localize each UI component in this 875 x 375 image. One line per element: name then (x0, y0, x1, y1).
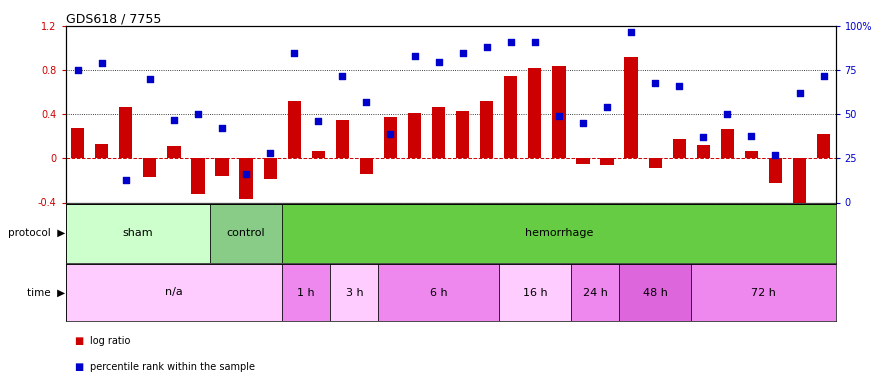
Bar (384, 117, 397, 158)
Point (215, 126, 229, 132)
Bar (408, 113, 421, 158)
Point (745, 132, 759, 138)
Text: control: control (227, 228, 265, 238)
Bar (600, 158, 613, 165)
Point (456, 50, 470, 56)
Text: ■: ■ (74, 336, 84, 346)
Bar (312, 151, 325, 158)
Text: percentile rank within the sample: percentile rank within the sample (90, 362, 256, 372)
Text: time  ▶: time ▶ (27, 288, 66, 297)
Point (119, 177, 133, 183)
Bar (144, 158, 157, 177)
Bar (456, 111, 469, 158)
Bar (167, 146, 180, 158)
Bar (66, 204, 210, 262)
Point (71, 68, 85, 74)
Bar (648, 158, 662, 168)
Point (576, 120, 590, 126)
Bar (215, 158, 228, 176)
Bar (240, 158, 253, 199)
Bar (528, 68, 542, 158)
Text: GDS618 / 7755: GDS618 / 7755 (66, 12, 161, 25)
Bar (210, 204, 282, 262)
Point (696, 134, 710, 140)
Point (263, 150, 277, 156)
Point (528, 39, 542, 45)
Point (94, 60, 108, 66)
Text: 1 h: 1 h (298, 288, 315, 297)
Bar (336, 120, 349, 158)
Text: 6 h: 6 h (430, 288, 447, 297)
Bar (696, 145, 710, 158)
Bar (504, 76, 517, 158)
Bar (721, 129, 734, 158)
Text: protocol  ▶: protocol ▶ (8, 228, 66, 238)
Point (143, 76, 157, 82)
Bar (263, 158, 276, 179)
Point (383, 131, 397, 137)
Point (768, 152, 782, 158)
Bar (480, 101, 494, 158)
Point (167, 117, 181, 123)
Point (335, 73, 349, 79)
Point (360, 99, 374, 105)
Text: log ratio: log ratio (90, 336, 130, 346)
Point (504, 39, 518, 45)
Point (624, 28, 638, 34)
Bar (745, 151, 758, 158)
Text: hemorrhage: hemorrhage (525, 228, 593, 238)
Point (600, 104, 614, 110)
Bar (625, 57, 638, 158)
Point (191, 111, 205, 117)
Bar (769, 158, 782, 183)
Text: 3 h: 3 h (346, 288, 363, 297)
Text: 16 h: 16 h (522, 288, 547, 297)
Bar (331, 264, 379, 321)
Bar (282, 204, 836, 262)
Text: n/a: n/a (165, 288, 183, 297)
Bar (817, 134, 830, 158)
Bar (620, 264, 691, 321)
Point (408, 53, 422, 59)
Bar (571, 264, 620, 321)
Bar (66, 264, 282, 321)
Bar (499, 264, 571, 321)
Point (287, 50, 301, 56)
Point (239, 171, 253, 177)
Bar (552, 66, 565, 158)
Bar (71, 128, 84, 158)
Text: sham: sham (123, 228, 153, 238)
Bar (282, 264, 331, 321)
Bar (577, 158, 590, 164)
Bar (673, 139, 686, 158)
Text: 48 h: 48 h (643, 288, 668, 297)
Point (648, 80, 662, 86)
Point (816, 73, 830, 79)
Bar (95, 144, 108, 158)
Point (552, 113, 566, 119)
Bar (192, 158, 205, 194)
Bar (691, 264, 836, 321)
Bar (360, 158, 373, 174)
Text: 24 h: 24 h (583, 288, 607, 297)
Point (672, 83, 686, 89)
Text: ■: ■ (74, 362, 84, 372)
Bar (379, 264, 499, 321)
Point (312, 118, 326, 124)
Point (431, 58, 445, 64)
Text: 72 h: 72 h (751, 288, 776, 297)
Point (793, 90, 807, 96)
Point (720, 111, 734, 117)
Bar (119, 106, 132, 158)
Point (480, 44, 494, 50)
Bar (432, 106, 445, 158)
Bar (288, 101, 301, 158)
Bar (793, 158, 806, 210)
